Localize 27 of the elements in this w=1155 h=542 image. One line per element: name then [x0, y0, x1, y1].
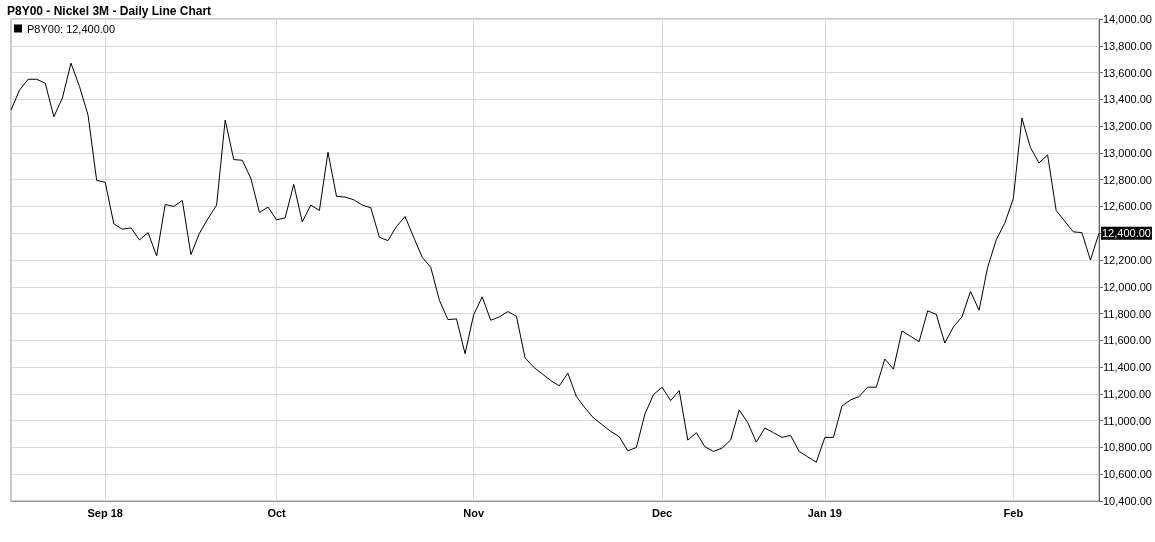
y-tick-label: 11,600.00 [1103, 334, 1152, 347]
y-tick-label: 13,600.00 [1103, 66, 1152, 79]
y-tick-label: 14,000.00 [1103, 13, 1152, 25]
y-tick-label: 12,000.00 [1103, 280, 1152, 293]
y-tick-label: 11,400.00 [1103, 361, 1152, 374]
y-tick-label: 11,000.00 [1103, 414, 1152, 427]
y-tick-label: 11,800.00 [1103, 307, 1152, 320]
x-tick-label: Oct [267, 506, 287, 519]
x-tick-label: Dec [651, 506, 673, 519]
y-tick-label: 13,800.00 [1103, 39, 1152, 52]
y-tick-label: 13,400.00 [1103, 93, 1152, 106]
y-tick-label: 12,200.00 [1103, 254, 1152, 266]
x-tick-label: Jan 19 [807, 506, 842, 519]
y-tick-label: 11,200.00 [1103, 387, 1152, 400]
y-tick-label: 10,400.00 [1103, 495, 1152, 507]
legend-label: P8Y00: 12,400.00 [27, 22, 116, 35]
y-tick-label: 12,800.00 [1103, 173, 1152, 186]
y-tick-label: 13,000.00 [1103, 146, 1152, 159]
x-tick-label: Nov [463, 506, 485, 519]
chart-title: P8Y00 - Nickel 3M - Daily Line Chart [7, 4, 212, 18]
data-label: 12,400.00 [1102, 227, 1151, 240]
y-tick-label: 10,800.00 [1103, 441, 1152, 454]
y-tick-label: 13,200.00 [1103, 120, 1152, 133]
y-tick-label: 10,600.00 [1103, 468, 1152, 481]
y-tick-label: 12,600.00 [1103, 200, 1152, 213]
x-tick-label: Feb [1003, 506, 1024, 519]
x-tick-label: Sep 18 [87, 506, 123, 519]
